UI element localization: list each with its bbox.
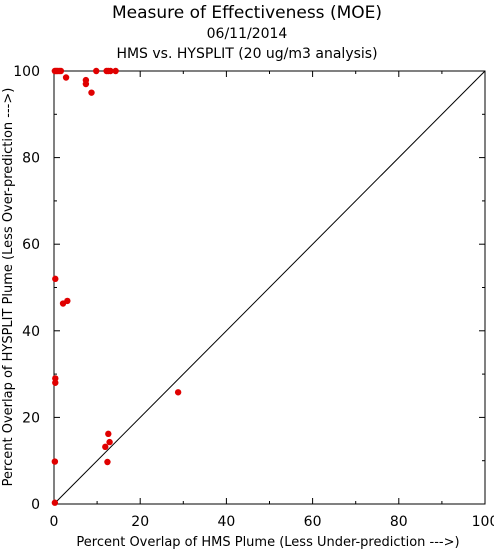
data-point [52, 275, 59, 283]
y-tick-label: 20 [22, 410, 40, 426]
y-tick-label: 60 [22, 237, 40, 253]
data-point [104, 458, 111, 466]
data-point [107, 67, 114, 75]
x-tick-label: 80 [390, 514, 408, 530]
x-tick-labels: 0 20 40 60 80 100 [50, 514, 494, 530]
x-tick-label: 20 [131, 514, 149, 530]
x-tick-label: 100 [472, 514, 494, 530]
y-tick-label: 0 [31, 497, 40, 513]
x-tick-label: 40 [217, 514, 235, 530]
data-point [112, 67, 119, 75]
data-point [82, 80, 90, 88]
data-point [88, 89, 95, 96]
chart-subtitle: HMS vs. HYSPLIT (20 ug/m3 analysis) [116, 46, 377, 62]
data-points [51, 67, 182, 506]
data-point [106, 438, 113, 446]
data-point [105, 430, 112, 438]
y-axis-label: Percent Overlap of HYSPLIT Plume (Less O… [1, 88, 16, 487]
data-point [64, 297, 71, 305]
y-tick-label: 80 [22, 151, 40, 167]
one-to-one-line [53, 70, 486, 505]
y-tick-labels: 0 20 40 60 80 100 [13, 64, 40, 513]
x-tick-label: 60 [304, 514, 322, 530]
y-tick-label: 40 [22, 324, 40, 340]
data-point [102, 443, 109, 451]
y-tick-label: 100 [13, 64, 40, 80]
chart-date: 06/11/2014 [207, 26, 288, 42]
x-tick-label: 0 [50, 514, 59, 530]
data-point [52, 379, 59, 386]
data-point [174, 389, 182, 396]
chart-title: Measure of Effectiveness (MOE) [112, 3, 382, 23]
data-point [57, 67, 65, 75]
x-axis-label: Percent Overlap of HMS Plume (Less Under… [76, 535, 459, 550]
data-point [62, 74, 70, 81]
data-point [51, 458, 59, 465]
data-point [93, 67, 100, 75]
data-point [51, 499, 59, 506]
